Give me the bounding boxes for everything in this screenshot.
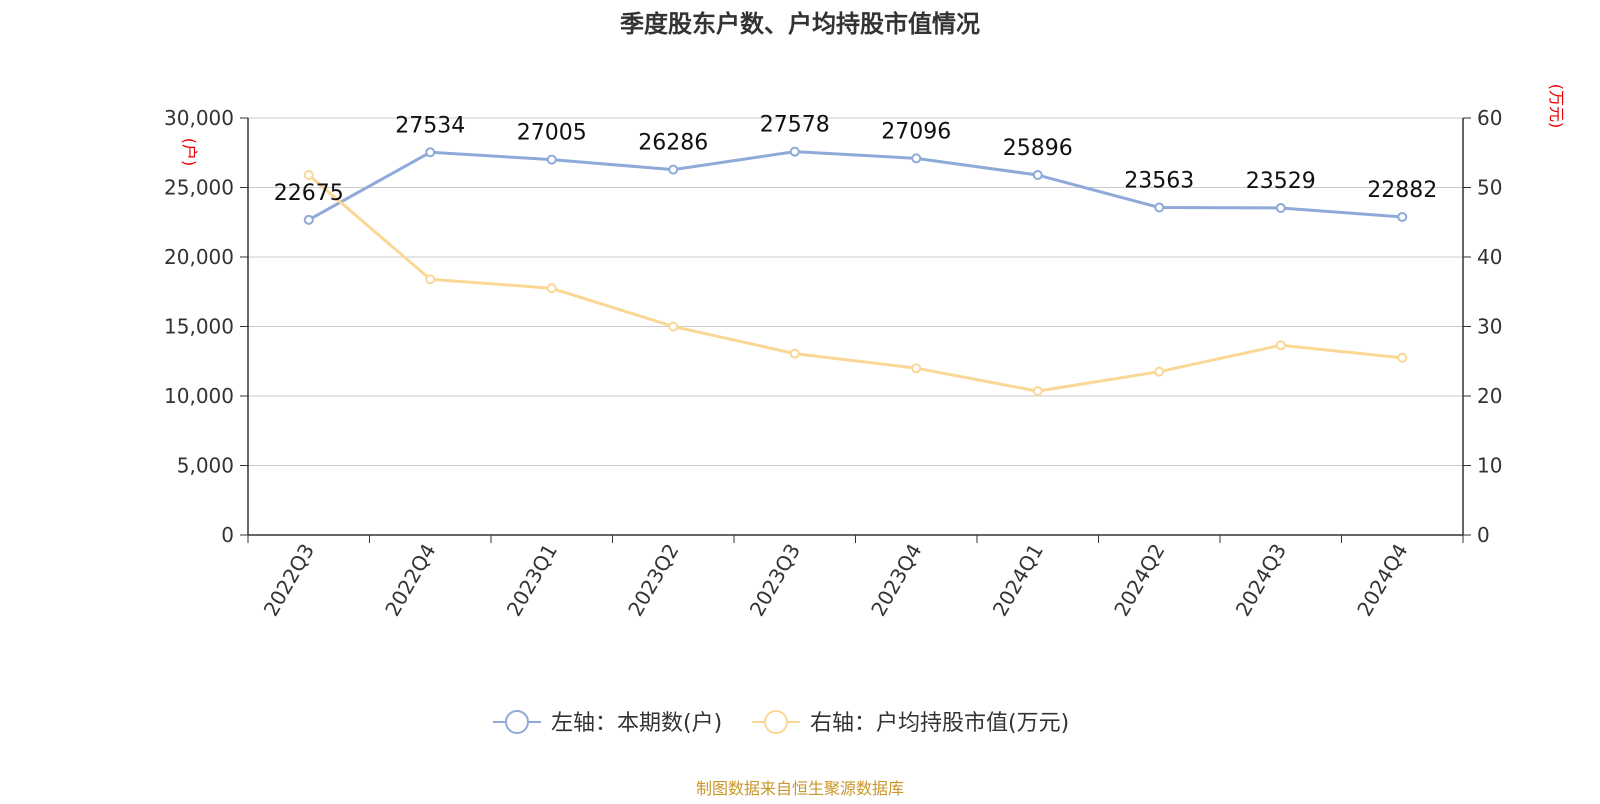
- x-tick-label: 2024Q2: [1109, 540, 1169, 621]
- grid-lines: [248, 117, 1463, 466]
- data-point-left[interactable]: [1275, 202, 1286, 213]
- data-label: 22675: [274, 181, 344, 206]
- right-tick-label: 0: [1477, 523, 1490, 547]
- legend-marker[interactable]: [505, 710, 529, 734]
- data-point-left[interactable]: [303, 214, 314, 225]
- data-point-right[interactable]: [668, 321, 679, 332]
- data-label: 27096: [881, 119, 951, 144]
- left-tick-label: 10,000: [164, 384, 234, 408]
- legend-label[interactable]: 左轴：本期数(户): [551, 711, 722, 736]
- data-point-left[interactable]: [911, 153, 922, 164]
- data-point-left[interactable]: [1032, 170, 1043, 181]
- data-label: 27578: [760, 113, 830, 138]
- source-note: 制图数据来自恒生聚源数据库: [696, 779, 904, 798]
- data-point-right[interactable]: [546, 283, 557, 294]
- data-labels: 22675 27534 27005 26286 27578 27096 25896 23563…: [274, 113, 1438, 206]
- left-tick-label: 20,000: [164, 245, 234, 269]
- series-layer: [303, 146, 1408, 397]
- data-point-right[interactable]: [1032, 386, 1043, 397]
- right-tick-label: 10: [1477, 454, 1502, 478]
- left-tick-label: 15,000: [164, 315, 234, 339]
- data-point-left[interactable]: [789, 146, 800, 157]
- data-point-left[interactable]: [425, 147, 436, 158]
- data-label: 27534: [395, 113, 465, 138]
- right-tick-label: 30: [1477, 315, 1502, 339]
- series-line-right: [307, 173, 1403, 393]
- left-tick-label: 0: [221, 523, 234, 547]
- x-tick-label: 2023Q3: [745, 540, 805, 621]
- x-tick-label: 2022Q3: [259, 540, 319, 621]
- data-point-left[interactable]: [1397, 211, 1408, 222]
- data-point-right[interactable]: [789, 348, 800, 359]
- left-axis-label: (户): [180, 138, 199, 167]
- data-point-left[interactable]: [668, 164, 679, 175]
- left-tick-label: 25,000: [164, 176, 234, 200]
- data-point-left[interactable]: [1154, 202, 1165, 213]
- right-tick-label: 20: [1477, 384, 1502, 408]
- data-point-right[interactable]: [1397, 352, 1408, 363]
- left-tick-label: 5,000: [177, 454, 234, 478]
- left-tick-label: 30,000: [164, 106, 234, 130]
- data-point-left[interactable]: [546, 154, 557, 165]
- data-label: 26286: [638, 131, 708, 156]
- x-tick-label: 2022Q4: [380, 540, 440, 621]
- data-point-right[interactable]: [1154, 366, 1165, 377]
- x-tick-label: 2024Q3: [1231, 540, 1291, 621]
- right-tick-label: 40: [1477, 245, 1502, 269]
- x-tick-label: 2023Q1: [502, 540, 562, 621]
- right-axis-label: (万元): [1547, 84, 1566, 129]
- right-tick-label: 60: [1477, 106, 1502, 130]
- data-label: 23529: [1246, 169, 1316, 194]
- legend-label[interactable]: 右轴：户均持股市值(万元): [810, 711, 1069, 736]
- data-point-right[interactable]: [425, 274, 436, 285]
- data-point-right[interactable]: [911, 363, 922, 374]
- x-tick-label: 2023Q4: [866, 540, 926, 621]
- x-tick-label: 2024Q1: [988, 540, 1048, 621]
- chart-title: 季度股东户数、户均持股市值情况: [620, 10, 980, 38]
- data-label: 25896: [1003, 136, 1073, 161]
- legend-marker[interactable]: [764, 710, 788, 734]
- data-label: 27005: [517, 121, 587, 146]
- right-tick-label: 50: [1477, 176, 1502, 200]
- legend: 左轴：本期数(户) 右轴：户均持股市值(万元): [493, 710, 1069, 736]
- data-point-right[interactable]: [303, 169, 314, 180]
- data-label: 22882: [1367, 178, 1437, 203]
- x-tick-label: 2023Q2: [623, 540, 683, 621]
- data-label: 23563: [1124, 168, 1194, 193]
- series-line-left: [308, 150, 1403, 222]
- data-point-right[interactable]: [1275, 340, 1286, 351]
- x-tick-label: 2024Q4: [1352, 540, 1412, 621]
